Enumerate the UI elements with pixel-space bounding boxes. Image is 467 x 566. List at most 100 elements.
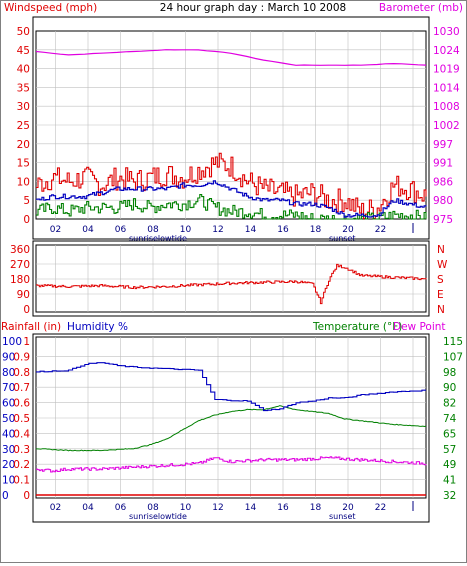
chart-title: 24 hour graph day : March 10 2008 <box>160 2 346 14</box>
windspeed-tick-label: 40 <box>17 64 30 76</box>
rainfall-tick-label: 0.3 <box>13 444 30 456</box>
humidity-tick-label: 80 <box>2 367 15 379</box>
direction-tick-label: 360 <box>10 244 30 256</box>
rainfall-tick-label: 0.2 <box>13 459 30 471</box>
barometer-tick-label: 1002 <box>433 120 460 132</box>
sunrise-lowtide-marker: sunriselowtide <box>129 512 187 521</box>
compass-tick-label: N <box>437 304 445 316</box>
temp-plot-area <box>35 336 427 499</box>
barometer-axis-label: Barometer (mb) <box>379 2 463 14</box>
windspeed-tick-label: 45 <box>17 45 30 57</box>
humidity-tick-label: 70 <box>2 382 15 394</box>
compass-tick-label: N <box>437 244 445 256</box>
compass-tick-label: S <box>437 274 444 286</box>
temperature-series-line <box>36 405 427 452</box>
barometer-tick-label: 1019 <box>433 64 460 76</box>
barometer-tick-label: 1014 <box>433 82 460 94</box>
barometer-series-line <box>35 49 427 66</box>
compass-tick-label: W <box>437 259 448 271</box>
windspeed-tick-label: 30 <box>17 101 30 113</box>
temperature-tick-label: 65 <box>443 428 456 440</box>
humidity-tick-label: 50 <box>2 413 15 425</box>
rainfall-tick-label: 0.7 <box>13 382 30 394</box>
rainfall-tick-label: 0.1 <box>13 475 30 487</box>
wind-avg-series-line <box>36 180 427 218</box>
temp-hour-tick-label: 22 <box>375 503 386 513</box>
temp-hour-tick-label: 10 <box>180 503 192 513</box>
humidity-tick-label: 10 <box>2 475 15 487</box>
humidity-axis-label: Humidity % <box>67 321 128 333</box>
temperature-tick-label: 115 <box>443 336 463 348</box>
humidity-tick-label: 100 <box>2 336 22 348</box>
rainfall-axis-label: Rainfall (in) <box>1 321 61 333</box>
windspeed-tick-label: 35 <box>17 82 30 94</box>
humidity-tick-label: 90 <box>2 351 15 363</box>
humidity-tick-label: 30 <box>2 444 15 456</box>
wind-hour-tick-label: 22 <box>375 225 386 235</box>
temp-hour-tick-label: 08 <box>147 503 159 513</box>
direction-tick-label: 90 <box>17 289 30 301</box>
wind-hour-tick-label: 14 <box>245 225 257 235</box>
wind-hour-tick-label: 18 <box>310 225 322 235</box>
temperature-tick-label: 107 <box>443 351 463 363</box>
barometer-tick-label: 1030 <box>433 26 460 38</box>
sunrise-lowtide-marker: sunriselowtide <box>129 234 187 243</box>
rainfall-tick-label: 0.9 <box>13 351 30 363</box>
wind-hour-tick-label: 04 <box>82 225 94 235</box>
rainfall-tick-label: 0.5 <box>13 413 30 425</box>
temperature-tick-label: 74 <box>443 413 457 425</box>
temp-hour-tick-label: 06 <box>115 503 127 513</box>
direction-tick-label: 180 <box>10 274 30 286</box>
temp-hour-tick-label: 02 <box>50 503 61 513</box>
compass-tick-label: E <box>437 289 444 301</box>
direction-tick-label: 270 <box>10 259 30 271</box>
wind-panel-frame <box>32 16 430 240</box>
rainfall-tick-label: 0.4 <box>13 428 30 440</box>
windspeed-tick-label: 20 <box>17 139 30 151</box>
sunset-marker: sunset <box>329 512 356 521</box>
temperature-tick-label: 82 <box>443 398 456 410</box>
direction-tick-label: 0 <box>23 304 30 316</box>
wind-low-series-line <box>36 194 427 220</box>
wind-hour-tick-label: 20 <box>342 225 354 235</box>
rainfall-tick-label: 1 <box>23 336 30 348</box>
sunset-marker: sunset <box>329 234 356 243</box>
windspeed-tick-label: 25 <box>17 120 30 132</box>
temp-hour-tick-label: 20 <box>342 503 354 513</box>
temp-hour-tick-label: 16 <box>277 503 289 513</box>
rainfall-tick-label: 0.8 <box>13 367 30 379</box>
windspeed-tick-label: 50 <box>17 26 30 38</box>
windspeed-axis-label: Windspeed (mph) <box>4 2 97 14</box>
windspeed-tick-label: 0 <box>23 214 30 226</box>
barometer-tick-label: 997 <box>433 139 453 151</box>
temp-panel-frame <box>32 333 430 523</box>
dewpoint-series-line <box>36 456 427 473</box>
humidity-tick-label: 40 <box>2 428 15 440</box>
direction-panel-frame <box>32 240 430 317</box>
rainfall-tick-label: 0.6 <box>13 398 30 410</box>
temp-hour-tick-label: 14 <box>245 503 257 513</box>
barometer-tick-label: 1008 <box>433 101 460 113</box>
temperature-tick-label: 90 <box>443 382 456 394</box>
wind-gust-series-line <box>36 152 427 220</box>
temperature-axis-label: Temperature (°F) <box>312 321 402 333</box>
wind-hour-tick-label: 08 <box>147 225 159 235</box>
humidity-tick-label: 0 <box>2 490 9 502</box>
barometer-tick-label: 980 <box>433 195 453 207</box>
wind-hour-tick-label: 06 <box>115 225 127 235</box>
direction-plot-area <box>35 244 427 313</box>
windspeed-tick-label: 10 <box>17 176 30 188</box>
barometer-tick-label: 975 <box>433 214 453 226</box>
temperature-tick-label: 32 <box>443 490 456 502</box>
humidity-tick-label: 60 <box>2 398 15 410</box>
direction-series-line <box>36 263 427 305</box>
wind-hour-tick-label: 02 <box>50 225 61 235</box>
temp-hour-tick-label: 18 <box>310 503 322 513</box>
humidity-tick-label: 20 <box>2 459 15 471</box>
barometer-tick-label: 1024 <box>433 45 460 57</box>
temperature-tick-label: 98 <box>443 367 456 379</box>
wind-hour-tick-label: 12 <box>212 225 223 235</box>
rainfall-tick-label: 0 <box>23 490 30 502</box>
